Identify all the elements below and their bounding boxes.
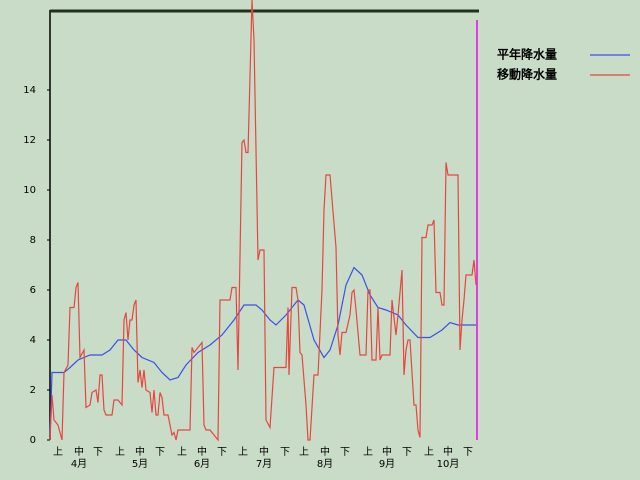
- legend-text: 移動降水量: [497, 67, 557, 82]
- x-tick-label: 下: [155, 447, 165, 458]
- x-tick-label: 中: [259, 445, 269, 458]
- legend-text: 平年降水量: [497, 47, 557, 62]
- month-label: 10月: [437, 458, 460, 470]
- x-tick-label: 下: [280, 447, 290, 458]
- month-label: 6月: [194, 458, 210, 470]
- x-tick-label: 上: [177, 446, 187, 458]
- series-line: [49, 266, 476, 436]
- y-tick-label: 0: [30, 435, 36, 446]
- x-tick-label: 下: [402, 447, 412, 458]
- x-tick-label: 上: [53, 446, 63, 458]
- month-label: 8月: [317, 458, 333, 470]
- x-tick-label: 上: [363, 446, 373, 458]
- x-tick-label: 中: [197, 445, 207, 458]
- x-tick-label: 中: [74, 445, 84, 458]
- month-label: 5月: [132, 458, 148, 470]
- x-tick-label: 中: [382, 445, 392, 458]
- y-tick-label: 8: [30, 235, 36, 246]
- series-line: [49, 0, 477, 442]
- month-label: 7月: [256, 458, 272, 470]
- x-tick-label: 下: [93, 447, 103, 458]
- x-tick-label: 上: [299, 446, 309, 458]
- x-tick-label: 中: [320, 445, 330, 458]
- y-tick-label: 2: [30, 385, 36, 396]
- y-tick-label: 4: [30, 335, 36, 346]
- y-tick-label: 10: [23, 185, 36, 196]
- x-tick-label: 上: [238, 446, 248, 458]
- x-tick-label: 上: [424, 446, 434, 458]
- month-label: 9月: [379, 458, 395, 470]
- x-tick-label: 下: [217, 447, 227, 458]
- x-tick-label: 下: [463, 447, 473, 458]
- x-tick-label: 上: [115, 446, 125, 458]
- x-tick-label: 下: [340, 447, 350, 458]
- x-tick-label: 中: [135, 445, 145, 458]
- x-tick-label: 中: [443, 445, 453, 458]
- month-label: 4月: [71, 458, 87, 470]
- y-tick-label: 6: [30, 285, 36, 296]
- y-tick-label: 12: [23, 135, 36, 146]
- y-tick-label: 14: [23, 85, 36, 96]
